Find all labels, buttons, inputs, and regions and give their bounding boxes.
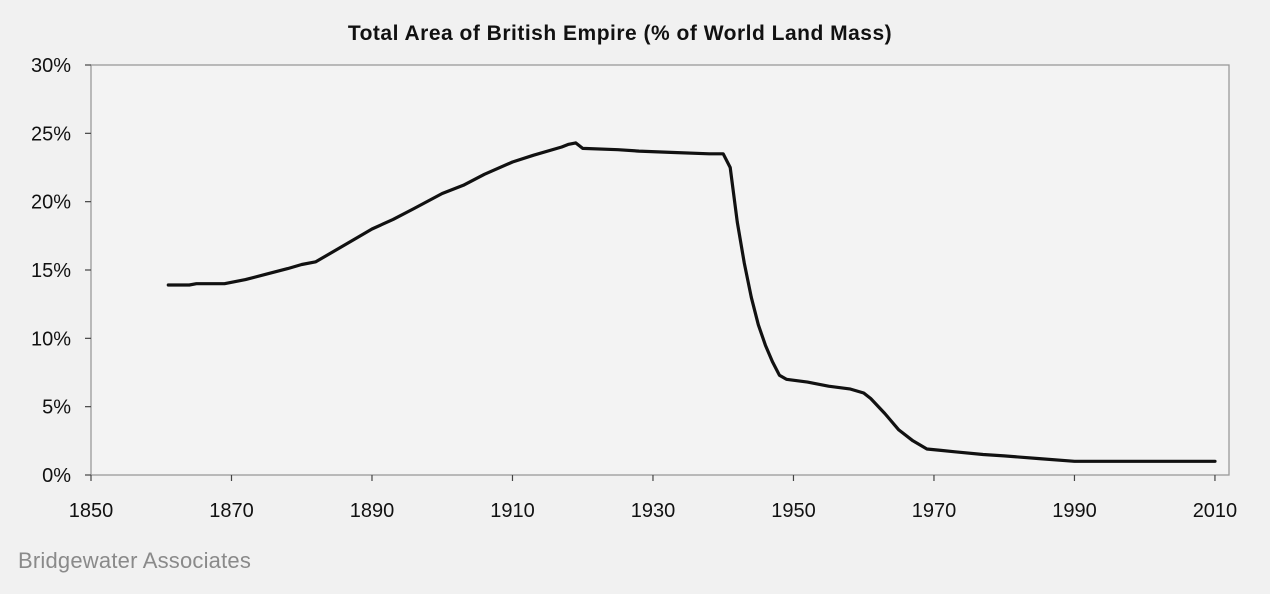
- y-tick-label: 25%: [31, 123, 71, 145]
- x-tick-label: 1970: [912, 500, 957, 522]
- x-tick-label: 1870: [209, 500, 254, 522]
- y-axis: 0% 5% 10% 15% 20% 25% 30%: [31, 55, 91, 487]
- y-tick-label: 20%: [31, 192, 71, 214]
- series-line: [166, 141, 1217, 463]
- line-chart: 0% 5% 10% 15% 20% 25% 30% 1850 1870 1890 1910 1930…: [31, 55, 1237, 522]
- chart-title: Total Area of British Empire (% of World…: [347, 22, 893, 45]
- x-tick-label: 1950: [771, 500, 816, 522]
- x-tick-label: 1850: [69, 500, 114, 522]
- x-tick-label: 1990: [1052, 500, 1097, 522]
- y-tick-label: 5%: [42, 397, 71, 419]
- source-label: Bridgewater Associates: [18, 548, 252, 573]
- x-tick-label: 1930: [631, 500, 676, 522]
- x-tick-label: 1890: [350, 500, 395, 522]
- y-tick-label: 15%: [31, 260, 71, 282]
- x-tick-label: 2010: [1193, 500, 1238, 522]
- x-axis: 1850 1870 1890 1910 1930 1950 1970 1990 2010: [69, 475, 1237, 522]
- plot-area: [90, 64, 1230, 476]
- x-tick-label: 1910: [490, 500, 535, 522]
- y-tick-label: 0%: [42, 465, 71, 487]
- y-tick-label: 30%: [31, 55, 71, 77]
- y-tick-label: 10%: [31, 328, 71, 350]
